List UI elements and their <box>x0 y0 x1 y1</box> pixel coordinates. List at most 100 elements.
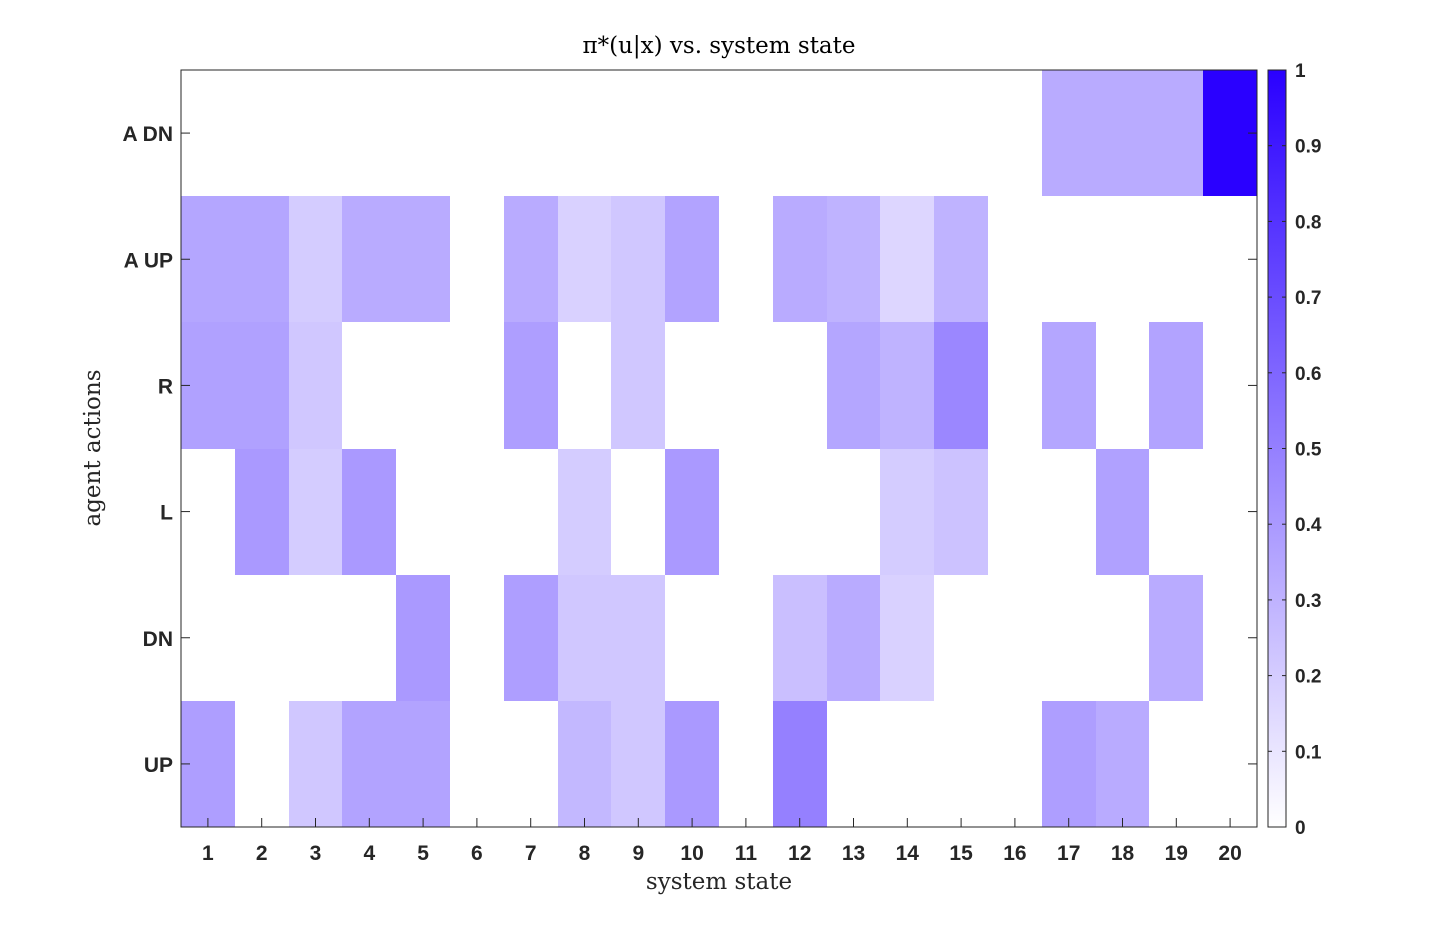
y-axis-title: agent actions <box>80 369 106 526</box>
heatmap-cell <box>504 322 558 449</box>
heatmap-cell <box>1042 701 1096 827</box>
x-tick-label: 9 <box>632 842 644 865</box>
heatmap-cell <box>289 70 342 196</box>
heatmap-cell <box>504 449 558 575</box>
x-tick-label: 16 <box>1003 842 1026 865</box>
heatmap-cell <box>719 701 773 827</box>
colorbar-tick-label: 0.4 <box>1295 515 1322 536</box>
x-tick-label: 3 <box>310 842 322 865</box>
heatmap-cell <box>988 449 1042 575</box>
heatmap-cell <box>235 196 289 322</box>
heatmap-cell <box>827 196 880 322</box>
heatmap-cell <box>880 449 934 575</box>
heatmap-cell <box>235 70 289 196</box>
x-tick-label: 1 <box>202 842 214 865</box>
x-tick-label: 7 <box>525 842 537 865</box>
heatmap-cell <box>1149 196 1203 322</box>
heatmap-cell <box>773 701 827 827</box>
colorbar-tick-label: 0.5 <box>1295 440 1322 461</box>
heatmap-cell <box>504 575 558 701</box>
heatmap-cell <box>773 449 827 575</box>
heatmap-cell <box>289 575 342 701</box>
heatmap-cell <box>773 322 827 449</box>
x-tick-label: 4 <box>363 842 375 865</box>
heatmap-cell <box>934 322 988 449</box>
heatmap-cell <box>396 322 450 449</box>
heatmap-cell <box>558 449 611 575</box>
heatmap-cell <box>1096 322 1149 449</box>
heatmap-cell <box>719 196 773 322</box>
heatmap-cell <box>558 70 611 196</box>
heatmap-cell <box>289 701 342 827</box>
heatmap-cell <box>450 701 504 827</box>
x-tick-label: 14 <box>896 842 920 865</box>
x-axis-title: system state <box>646 869 792 895</box>
heatmap-cell <box>1042 322 1096 449</box>
heatmap-cell <box>1042 196 1096 322</box>
heatmap-cell <box>665 196 719 322</box>
heatmap-cell <box>1096 70 1149 196</box>
heatmap-cell <box>342 196 396 322</box>
heatmap-cell <box>611 575 665 701</box>
y-tick-label: R <box>158 375 173 398</box>
heatmap-cell <box>558 196 611 322</box>
heatmap-cell <box>396 196 450 322</box>
heatmap-cell <box>450 575 504 701</box>
x-tick-label: 10 <box>680 842 703 865</box>
heatmap-cell <box>719 575 773 701</box>
heatmap-cell <box>1149 70 1203 196</box>
heatmap-cell <box>827 449 880 575</box>
heatmap-cell <box>558 575 611 701</box>
y-tick-label: L <box>160 502 173 525</box>
heatmap-cell <box>934 196 988 322</box>
heatmap-cell <box>880 322 934 449</box>
x-tick-label: 13 <box>842 842 865 865</box>
heatmap-cell <box>988 575 1042 701</box>
heatmap-cell <box>558 322 611 449</box>
heatmap-cell <box>504 196 558 322</box>
heatmap-cell <box>665 449 719 575</box>
heatmap-cell <box>611 322 665 449</box>
heatmap-cell <box>665 322 719 449</box>
colorbar-ticks: 0 0.1 0.2 0.3 0.4 0.5 0.6 0.7 0.8 0.9 1 <box>1268 61 1322 839</box>
y-tick-label: A UP <box>124 249 173 272</box>
heatmap-cell <box>934 449 988 575</box>
heatmap-cell <box>396 575 450 701</box>
heatmap-cell <box>450 196 504 322</box>
heatmap-cell <box>1149 322 1203 449</box>
x-tick-label: 6 <box>471 842 483 865</box>
heatmap-cell <box>1149 575 1203 701</box>
heatmap-cell <box>665 70 719 196</box>
heatmap-cell <box>289 196 342 322</box>
heatmap-cell <box>289 322 342 449</box>
heatmap-cell <box>773 196 827 322</box>
x-tick-label: 15 <box>949 842 973 865</box>
heatmap-cell <box>504 70 558 196</box>
colorbar-tick-label: 1 <box>1295 61 1306 82</box>
y-tick-label: UP <box>144 754 173 777</box>
heatmap-cell <box>342 449 396 575</box>
x-tick-label: 8 <box>579 842 591 865</box>
heatmap-cell <box>235 575 289 701</box>
heatmap-cell <box>880 575 934 701</box>
heatmap-cell <box>558 701 611 827</box>
colorbar-tick-label: 0 <box>1295 818 1306 839</box>
heatmap-cell <box>719 449 773 575</box>
heatmap-cell <box>1096 701 1149 827</box>
heatmap-cell <box>827 701 880 827</box>
heatmap-cell <box>934 70 988 196</box>
heatmap-cell <box>450 322 504 449</box>
colorbar-tick-label: 0.9 <box>1295 137 1321 158</box>
heatmap-cell <box>235 701 289 827</box>
colorbar-tick-label: 0.1 <box>1295 742 1322 763</box>
heatmap-cell <box>396 449 450 575</box>
x-tick-label: 19 <box>1165 842 1188 865</box>
plot-frame <box>180 69 1258 828</box>
x-tick-label: 20 <box>1218 842 1241 865</box>
heatmap-cell <box>988 701 1042 827</box>
heatmap-cell <box>773 575 827 701</box>
x-tick-label: 11 <box>735 842 758 865</box>
heatmap-cell <box>235 449 289 575</box>
heatmap-cell <box>988 196 1042 322</box>
heatmap-cell <box>827 575 880 701</box>
